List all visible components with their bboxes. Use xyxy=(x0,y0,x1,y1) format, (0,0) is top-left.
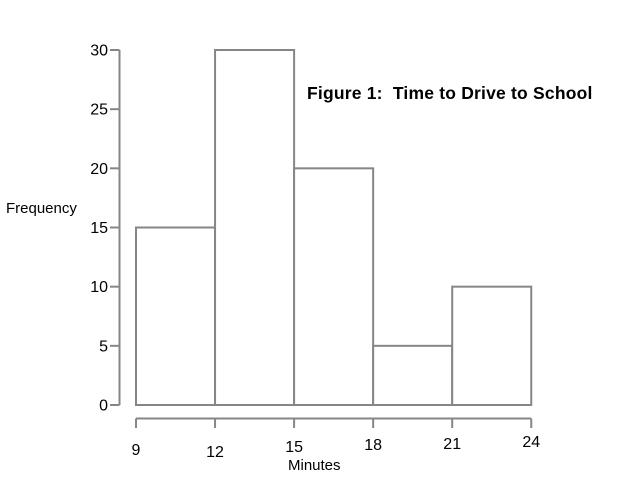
x-tick-label-15: 15 xyxy=(285,439,303,456)
y-tick-label-5: 5 xyxy=(99,338,108,355)
y-tick-label-0: 0 xyxy=(99,398,108,415)
x-tick-label-12: 12 xyxy=(206,444,224,461)
x-tick-label-18: 18 xyxy=(364,437,382,454)
y-tick-label-20: 20 xyxy=(90,161,108,178)
y-tick-label-25: 25 xyxy=(90,102,108,119)
y-axis-label: Frequency xyxy=(6,200,77,217)
histogram-bar-9-12 xyxy=(135,226,217,406)
x-axis-label: Minutes xyxy=(288,457,341,474)
histogram-bar-12-15 xyxy=(214,49,296,406)
y-tick-label-10: 10 xyxy=(90,279,108,296)
y-tick-label-30: 30 xyxy=(90,43,108,60)
y-tick-label-15: 15 xyxy=(90,220,108,237)
chart-title: Figure 1: Time to Drive to School xyxy=(307,83,593,103)
x-tick-label-24: 24 xyxy=(522,434,540,451)
x-tick-label-9: 9 xyxy=(132,442,141,459)
histogram-bar-15-18 xyxy=(293,167,375,406)
histogram-bar-21-24 xyxy=(451,285,533,406)
histogram-bar-18-21 xyxy=(372,344,454,406)
x-tick-label-21: 21 xyxy=(443,436,461,453)
